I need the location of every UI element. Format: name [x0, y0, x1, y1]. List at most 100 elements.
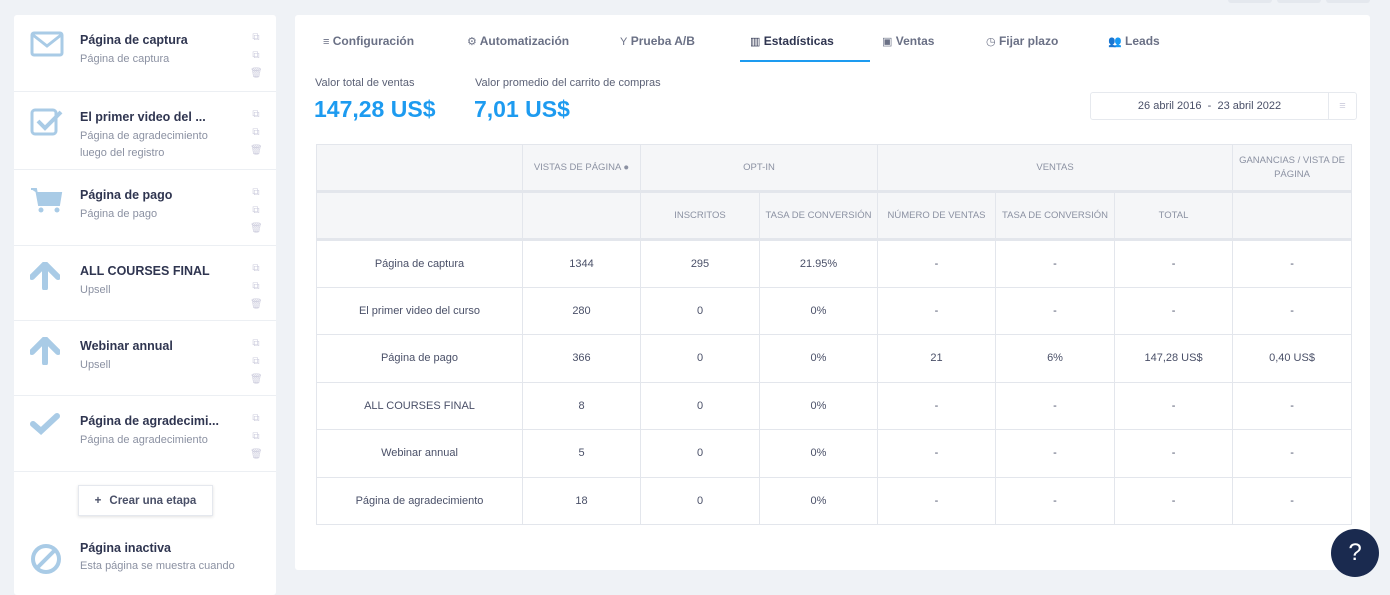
top-button[interactable] — [1277, 0, 1321, 3]
tab-estadsticas[interactable]: ▥ Estadísticas — [750, 34, 834, 48]
funnel-step[interactable]: El primer video del ... Página de agrade… — [14, 92, 276, 170]
table-row: El primer video del curso 280 0 0% - - - - — [316, 286, 1353, 335]
table-cell: Página de captura — [316, 238, 523, 288]
plus-icon: + — [94, 494, 102, 507]
table-cell: - — [995, 429, 1116, 478]
duplicate-icon[interactable]: ⧉ — [252, 281, 260, 292]
copy-icon[interactable]: ⧉ — [252, 187, 260, 198]
table-cell: 366 — [522, 334, 641, 383]
step-title: Página de agradecimi... — [80, 414, 219, 428]
table-cell: 0,40 US$ — [1232, 334, 1353, 383]
funnel-step[interactable]: Webinar annual Upsell ⧉ ⧉ 🗑 — [14, 321, 276, 396]
active-tab-indicator — [740, 60, 870, 62]
filter-menu-icon[interactable]: ≡ — [1328, 93, 1356, 119]
copy-icon[interactable]: ⧉ — [252, 263, 260, 274]
table-cell: 0 — [640, 381, 760, 430]
tab-leads[interactable]: 👥 Leads — [1108, 34, 1160, 48]
tab-icon: ◷ — [986, 36, 996, 48]
step-title: Webinar annual — [80, 339, 173, 353]
trash-icon[interactable]: 🗑 — [250, 145, 263, 156]
table-cell: 295 — [640, 238, 760, 288]
table-row: Webinar annual 5 0 0% - - - - — [316, 429, 1353, 478]
table-cell: - — [1232, 381, 1353, 430]
step-subtitle: Página de pago — [80, 208, 158, 220]
table-cell: - — [1114, 476, 1234, 525]
trash-icon[interactable]: 🗑 — [250, 449, 263, 460]
table-cell: - — [995, 381, 1116, 430]
trash-icon[interactable]: 🗑 — [250, 68, 263, 79]
step-subtitle: Upsell — [80, 359, 111, 371]
inactive-page-step[interactable]: Página inactiva Esta página se muestra c… — [14, 541, 276, 574]
checkbox-icon — [30, 108, 64, 138]
table-header — [316, 190, 523, 240]
duplicate-icon[interactable]: ⧉ — [252, 127, 260, 138]
top-button[interactable] — [1326, 0, 1370, 3]
avg-cart-value: 7,01 US$ — [474, 96, 570, 122]
table-cell: - — [877, 238, 997, 288]
step-subtitle: Upsell — [80, 284, 111, 296]
table-cell: - — [1232, 476, 1353, 525]
tab-automatizacin[interactable]: ⚙ Automatización — [467, 34, 570, 48]
copy-icon[interactable]: ⧉ — [252, 32, 260, 43]
date-range-picker[interactable]: 26 abril 2016 - 23 abril 2022 ≡ — [1090, 92, 1357, 120]
step-title: El primer video del ... — [80, 110, 206, 124]
copy-icon[interactable]: ⧉ — [252, 109, 260, 120]
funnel-steps-panel: Página de captura Página de captura ⧉ ⧉ 🗑 … — [14, 15, 276, 595]
sales-header: Ventas — [877, 144, 1234, 192]
table-cell: 0 — [640, 429, 760, 478]
trash-icon[interactable]: 🗑 — [250, 299, 263, 310]
funnel-step[interactable]: Página de agradecimi... Página de agrade… — [14, 396, 276, 472]
tab-ventas[interactable]: ▣ Ventas — [882, 34, 935, 48]
envelope-icon — [30, 31, 64, 61]
table-cell: 0 — [640, 476, 760, 525]
tab-pruebaab[interactable]: Y Prueba A/B — [620, 34, 695, 48]
step-subtitle: Página de agradecimiento luego del regis… — [80, 130, 208, 159]
arrow-up-icon — [29, 336, 64, 367]
table-header: Tasa de conversión — [995, 190, 1116, 240]
table-cell: 8 — [522, 381, 641, 430]
funnel-step[interactable]: ALL COURSES FINAL Upsell ⧉ ⧉ 🗑 — [14, 246, 276, 321]
tab-icon: ▣ — [882, 36, 893, 48]
table-cell: 0% — [758, 476, 879, 525]
help-button[interactable]: ? — [1331, 529, 1379, 577]
duplicate-icon[interactable]: ⧉ — [252, 356, 260, 367]
table-cell: - — [877, 381, 997, 430]
earnings-header: Ganancias / vista de página — [1232, 144, 1353, 192]
table-cell: - — [1232, 238, 1353, 288]
duplicate-icon[interactable]: ⧉ — [252, 205, 260, 216]
copy-icon[interactable]: ⧉ — [252, 413, 260, 424]
create-step-button[interactable]: + Crear una etapa — [78, 485, 213, 516]
table-cell: El primer video del curso — [316, 286, 523, 335]
ban-icon — [31, 544, 61, 574]
table-cell: 0% — [758, 286, 879, 335]
arrow-up-icon — [29, 261, 64, 292]
table-cell: - — [1232, 286, 1353, 335]
table-cell: - — [877, 476, 997, 525]
duplicate-icon[interactable]: ⧉ — [252, 50, 260, 61]
copy-icon[interactable]: ⧉ — [252, 338, 260, 349]
funnel-step[interactable]: Página de pago Página de pago ⧉ ⧉ 🗑 — [14, 170, 276, 246]
check-icon — [30, 412, 64, 442]
table-header: Número de ventas — [877, 190, 997, 240]
table-cell: 1344 — [522, 238, 641, 288]
top-button[interactable] — [1228, 0, 1272, 3]
total-sales-value: 147,28 US$ — [314, 96, 436, 122]
tab-configuracin[interactable]: ≡ Configuración — [323, 34, 415, 48]
table-cell: - — [995, 238, 1116, 288]
table-cell: - — [995, 286, 1116, 335]
table-header: Total — [1114, 190, 1234, 240]
table-cell: - — [1114, 429, 1234, 478]
duplicate-icon[interactable]: ⧉ — [252, 431, 260, 442]
table-row: Página de captura 1344 295 21.95% - - - - — [316, 238, 1353, 288]
table-cell: 280 — [522, 286, 641, 335]
table-cell: 0% — [758, 334, 879, 383]
trash-icon[interactable]: 🗑 — [250, 374, 263, 385]
trash-icon[interactable]: 🗑 — [250, 223, 263, 234]
tab-fijarplazo[interactable]: ◷ Fijar plazo — [986, 34, 1059, 48]
stats-table: Vistas de página ● Opt-in Ventas Ganancias … — [316, 144, 1353, 525]
funnel-step[interactable]: Página de captura Página de captura ⧉ ⧉ 🗑 — [14, 15, 276, 92]
table-cell: - — [877, 429, 997, 478]
table-row: Página de agradecimiento 18 0 0% - - - - — [316, 476, 1353, 525]
avg-cart-label: Valor promedio del carrito de compras — [475, 77, 661, 89]
tab-icon: Y — [620, 36, 628, 48]
